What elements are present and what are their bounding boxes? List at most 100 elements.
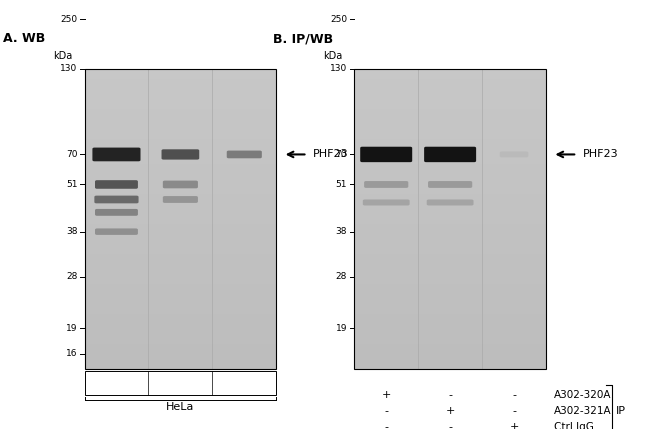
Bar [354, 214, 546, 219]
Bar [354, 329, 546, 334]
Bar [354, 229, 546, 234]
Bar [84, 324, 276, 329]
Bar [84, 249, 276, 254]
Bar [354, 264, 546, 269]
Bar [354, 119, 546, 124]
Bar [84, 174, 276, 179]
Bar [84, 124, 276, 129]
Bar [354, 189, 546, 194]
Bar [354, 299, 546, 304]
FancyBboxPatch shape [94, 196, 138, 203]
Bar [354, 139, 546, 144]
Bar [84, 184, 276, 189]
Text: 38: 38 [335, 227, 347, 236]
Text: 16: 16 [66, 350, 77, 358]
Bar [84, 159, 276, 164]
Bar [354, 79, 546, 84]
Bar [84, 84, 276, 89]
Bar [354, 109, 546, 114]
Bar [354, 324, 546, 329]
Text: 130: 130 [330, 64, 347, 73]
FancyBboxPatch shape [162, 196, 198, 203]
Text: PHF23: PHF23 [313, 149, 348, 160]
Text: 19: 19 [66, 324, 77, 332]
Bar [84, 134, 276, 139]
Text: PHF23: PHF23 [582, 149, 618, 160]
Bar [84, 344, 276, 349]
Bar [354, 249, 546, 254]
Bar [354, 304, 546, 309]
FancyBboxPatch shape [428, 181, 472, 188]
Bar [84, 364, 276, 369]
Text: A302-321A: A302-321A [554, 406, 612, 416]
Text: +: + [510, 422, 519, 429]
Bar [84, 329, 276, 334]
Bar [84, 234, 276, 239]
Bar [84, 309, 276, 314]
Bar [84, 179, 276, 184]
Text: -: - [512, 390, 516, 400]
Bar [354, 74, 546, 79]
Bar [354, 204, 546, 209]
Bar [354, 234, 546, 239]
Bar [84, 79, 276, 84]
Bar [354, 69, 546, 369]
Text: 130: 130 [60, 64, 77, 73]
Bar [84, 279, 276, 284]
FancyBboxPatch shape [95, 228, 138, 235]
Text: 38: 38 [66, 227, 77, 236]
Bar [84, 259, 276, 264]
Bar [354, 359, 546, 364]
Bar [354, 269, 546, 274]
FancyBboxPatch shape [95, 209, 138, 216]
Bar [84, 359, 276, 364]
Text: +: + [445, 406, 455, 416]
Bar [354, 149, 546, 154]
FancyBboxPatch shape [360, 147, 412, 162]
Text: 51: 51 [335, 180, 347, 189]
Text: 70: 70 [335, 150, 347, 159]
Bar [354, 239, 546, 244]
Bar [84, 264, 276, 269]
Bar [84, 194, 276, 199]
Bar [84, 114, 276, 119]
Bar [354, 284, 546, 289]
Text: -: - [512, 406, 516, 416]
FancyBboxPatch shape [364, 181, 408, 188]
Text: HeLa: HeLa [166, 402, 194, 412]
Bar [84, 69, 276, 74]
FancyBboxPatch shape [92, 148, 140, 161]
Bar [354, 209, 546, 214]
Bar [84, 189, 276, 194]
Bar [84, 219, 276, 224]
Bar [84, 94, 276, 99]
Bar [84, 294, 276, 299]
Text: 70: 70 [66, 150, 77, 159]
Bar [354, 164, 546, 169]
Bar [354, 104, 546, 109]
Text: 5: 5 [240, 378, 248, 388]
Text: 28: 28 [66, 272, 77, 281]
Text: A302-320A: A302-320A [554, 390, 611, 400]
Bar [354, 94, 546, 99]
Bar [84, 339, 276, 344]
Bar [84, 284, 276, 289]
Bar [354, 169, 546, 174]
Bar [84, 224, 276, 229]
Bar [354, 134, 546, 139]
Text: +: + [382, 390, 391, 400]
Bar [84, 149, 276, 154]
Bar [354, 129, 546, 134]
Bar [84, 334, 276, 339]
Bar [354, 314, 546, 319]
Bar [354, 144, 546, 149]
Text: -: - [448, 390, 452, 400]
Bar [354, 99, 546, 104]
Bar [84, 371, 276, 395]
Bar [84, 74, 276, 79]
Bar [354, 224, 546, 229]
Bar [84, 154, 276, 159]
Text: A. WB: A. WB [3, 32, 46, 45]
Bar [354, 179, 546, 184]
Bar [354, 334, 546, 339]
